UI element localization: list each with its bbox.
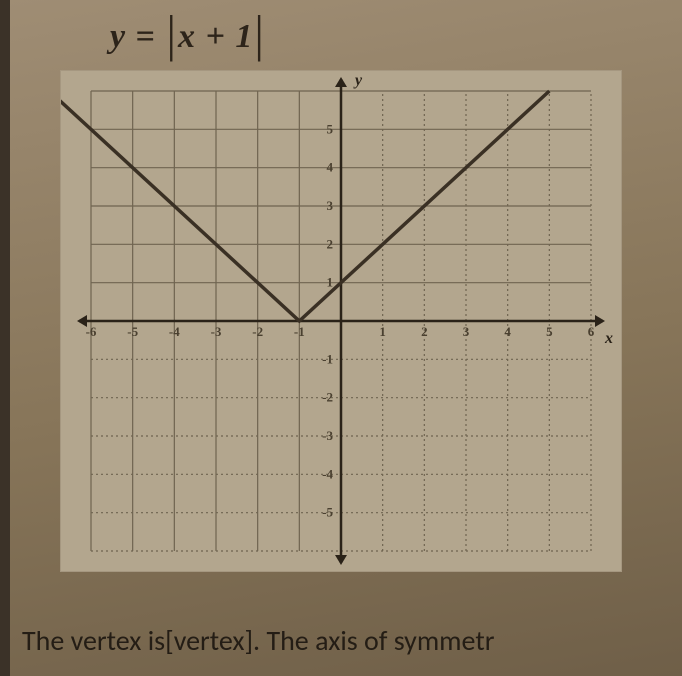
chart-area: -6-5-4-3-2-1123456-5-4-3-2-112345 yx <box>60 70 622 572</box>
equation: y = |x + 1| <box>110 18 266 56</box>
caption-line: The vertex is[vertex]. The axis of symme… <box>22 623 494 658</box>
svg-text:-5: -5 <box>127 324 138 339</box>
svg-text:-1: -1 <box>322 351 333 366</box>
axis-labels: yx <box>353 72 613 347</box>
svg-text:-3: -3 <box>322 428 333 443</box>
caption-text: The vertex is[vertex]. The axis of symme… <box>22 623 494 658</box>
svg-text:-6: -6 <box>86 324 97 339</box>
svg-text:3: 3 <box>327 198 334 213</box>
equation-inner: x + 1 <box>178 18 253 55</box>
svg-text:-4: -4 <box>169 324 180 339</box>
svg-text:-1: -1 <box>294 324 305 339</box>
svg-text:6: 6 <box>588 324 595 339</box>
equation-lhs: y <box>110 18 126 55</box>
page-left-edge <box>0 0 10 676</box>
svg-text:-2: -2 <box>252 324 263 339</box>
svg-text:3: 3 <box>463 324 470 339</box>
svg-text:-2: -2 <box>322 390 333 405</box>
svg-text:-5: -5 <box>322 505 333 520</box>
graph-svg: -6-5-4-3-2-1123456-5-4-3-2-112345 yx <box>61 71 621 571</box>
svg-text:4: 4 <box>504 324 511 339</box>
equation-eq: = <box>136 18 156 55</box>
svg-text:2: 2 <box>421 324 428 339</box>
svg-text:y: y <box>353 72 363 89</box>
abs-bar-open: | <box>167 7 176 64</box>
axes <box>79 79 603 563</box>
svg-text:x: x <box>604 330 613 347</box>
abs-bar-close: | <box>255 7 264 64</box>
svg-text:-3: -3 <box>211 324 222 339</box>
svg-text:1: 1 <box>327 275 334 290</box>
svg-text:-4: -4 <box>322 466 333 481</box>
svg-text:5: 5 <box>546 324 553 339</box>
svg-text:1: 1 <box>379 324 386 339</box>
svg-text:2: 2 <box>327 236 334 251</box>
svg-text:5: 5 <box>327 121 334 136</box>
svg-text:4: 4 <box>327 160 334 175</box>
